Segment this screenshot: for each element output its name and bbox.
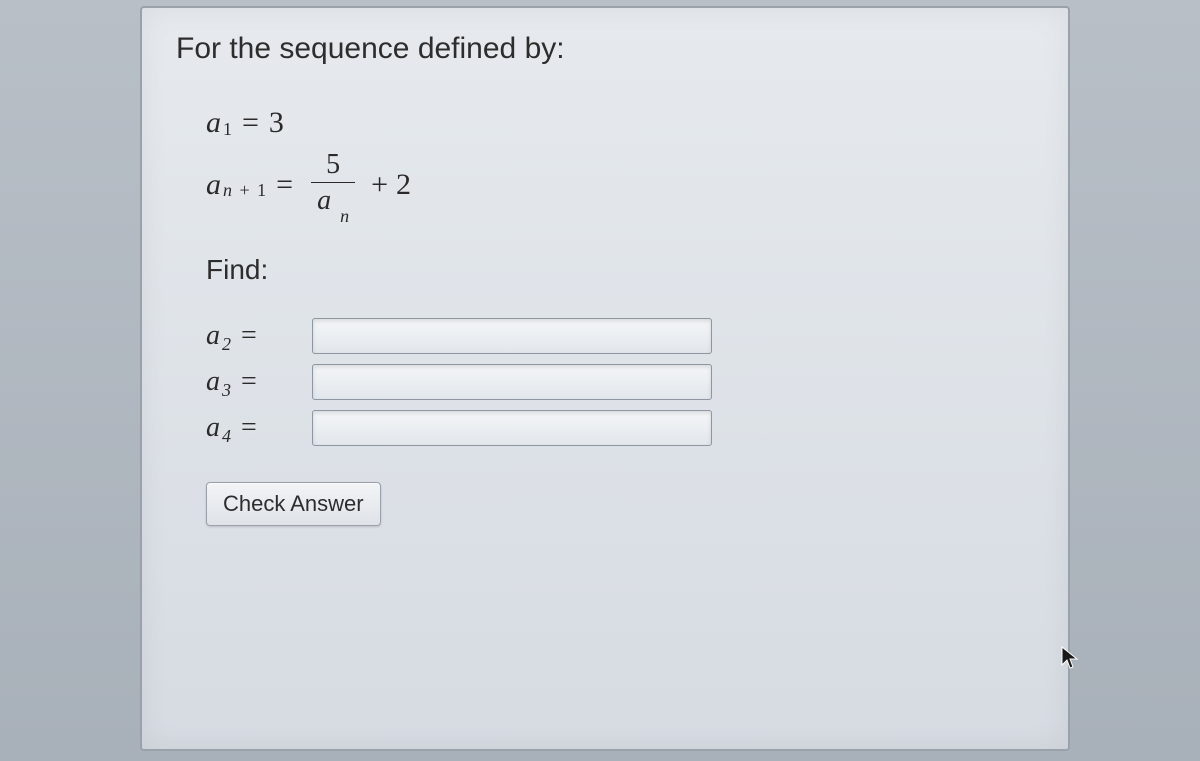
find-label: Find: [206, 254, 1034, 286]
sub-one: 1 [257, 180, 266, 200]
equals-sign: = [241, 412, 257, 444]
equals-sign: = [241, 366, 257, 398]
var-a: a [206, 366, 220, 398]
a4-label: a 4 = [206, 412, 296, 444]
fraction: 5 a n [311, 150, 355, 220]
answer-row-a4: a 4 = [206, 410, 1034, 446]
check-answer-button[interactable]: Check Answer [206, 482, 381, 526]
a3-label: a 3 = [206, 366, 296, 398]
plus-sign: + [371, 168, 388, 202]
sub-plus: + [237, 180, 253, 200]
recursive-term-line: a n + 1 = 5 a n + 2 [206, 150, 1034, 220]
sub-n-plus-1: n + 1 [223, 180, 266, 201]
fraction-denominator: a n [311, 186, 355, 219]
sub-4: 4 [222, 426, 231, 447]
sequence-definition: a 1 = 3 a n + 1 = 5 a n + 2 [206, 106, 1034, 220]
sub-2: 2 [222, 334, 231, 355]
var-a: a [206, 106, 221, 140]
a2-input[interactable] [312, 318, 712, 354]
rhs-value: 3 [269, 106, 284, 140]
a2-label: a 2 = [206, 320, 296, 352]
answer-row-a2: a 2 = [206, 318, 1034, 354]
var-a: a [206, 320, 220, 352]
den-var: a [317, 185, 331, 216]
equals-sign: = [276, 168, 293, 202]
initial-term-line: a 1 = 3 [206, 106, 1034, 140]
fraction-bar [311, 182, 355, 183]
den-sub: n [340, 206, 349, 226]
a4-input[interactable] [312, 410, 712, 446]
a3-input[interactable] [312, 364, 712, 400]
equals-sign: = [241, 320, 257, 352]
sub-n: n [223, 180, 232, 200]
question-panel: For the sequence defined by: a 1 = 3 a n… [140, 6, 1070, 751]
var-a: a [206, 412, 220, 444]
fraction-numerator: 5 [320, 150, 346, 179]
constant-term: 2 [396, 168, 411, 202]
sub-1: 1 [223, 119, 232, 140]
sub-3: 3 [222, 380, 231, 401]
var-a: a [206, 168, 221, 202]
answer-row-a3: a 3 = [206, 364, 1034, 400]
question-prompt: For the sequence defined by: [176, 32, 1034, 66]
equals-sign: = [242, 106, 259, 140]
